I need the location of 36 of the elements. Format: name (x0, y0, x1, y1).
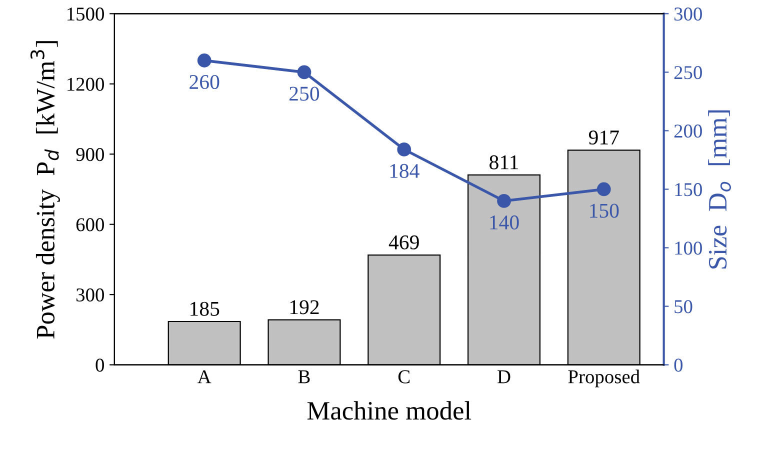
y2-axis-title: Size D$_{o}$ [mm] (708, 110, 731, 268)
data-label: 469 (388, 235, 419, 250)
x-tick-label: B (298, 370, 310, 384)
data-label: 185 (190, 302, 220, 316)
y2-tick-label: 0 (674, 358, 683, 372)
y-tick-label: 900 (76, 148, 104, 162)
data-label: 192 (290, 300, 319, 314)
x-tick-label: A (198, 370, 212, 384)
data-label: 811 (490, 155, 518, 170)
point (596, 182, 611, 196)
y-tick-label: 600 (76, 218, 104, 232)
y2-tick-label: 100 (675, 242, 702, 255)
point (197, 54, 212, 68)
y-tick-label: 1200 (68, 78, 104, 91)
y-tick-label: 0 (96, 358, 104, 372)
data-label: 250 (290, 86, 320, 101)
x-tick-label: Proposed (568, 370, 640, 388)
y-tick-label: 300 (76, 288, 104, 302)
y2-tick-label: 250 (674, 66, 702, 80)
point (497, 194, 511, 208)
data-label: 917 (588, 130, 619, 145)
y-axis-title: Power density P$_{d}$ [kW/m$^{3}$] (30, 41, 60, 339)
x-axis-title: Machine model (307, 401, 472, 420)
data-label: 150 (590, 204, 619, 218)
point (397, 142, 412, 156)
data-label: 260 (190, 74, 220, 90)
y2-tick-label: 200 (674, 124, 702, 138)
data-label: 140 (490, 215, 519, 230)
x-tick-label: C (398, 370, 410, 384)
x-tick-label: D (498, 370, 510, 384)
data-label: 184 (390, 164, 420, 178)
y-tick-label: 1500 (68, 7, 104, 21)
y2-tick-label: 150 (675, 183, 702, 196)
y2-tick-label: 300 (674, 7, 702, 21)
y2-tick-label: 50 (674, 300, 692, 314)
point (297, 65, 312, 80)
